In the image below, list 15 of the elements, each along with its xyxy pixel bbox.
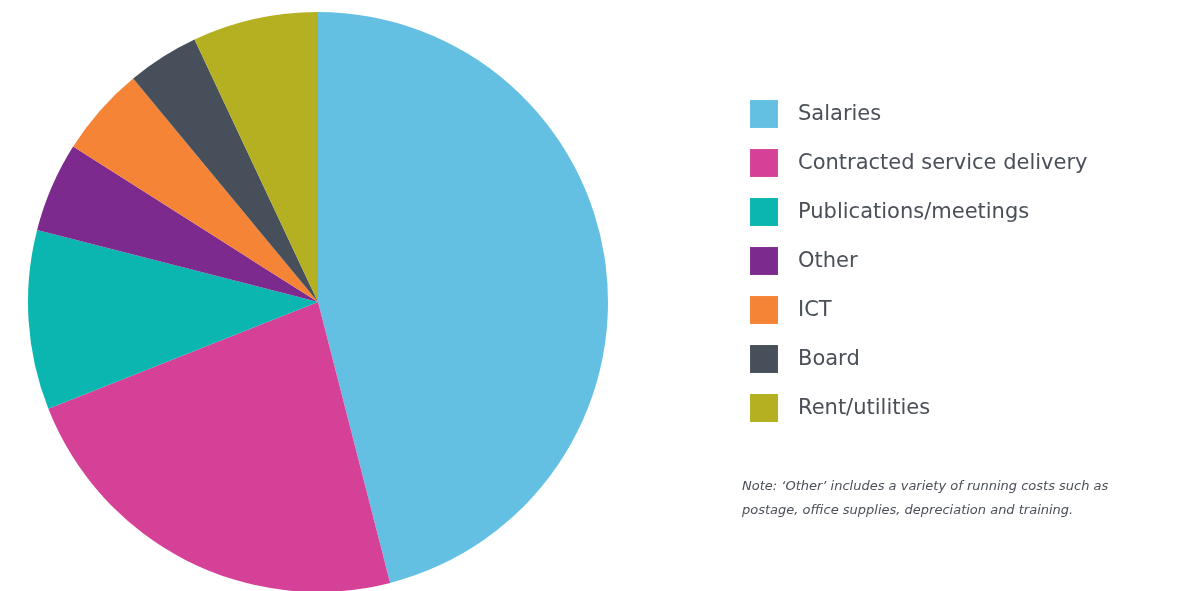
legend-label: Rent/utilities bbox=[798, 395, 931, 419]
pie-slice bbox=[133, 39, 318, 302]
legend-label: Contracted service delivery bbox=[798, 150, 1088, 174]
pie-slice bbox=[37, 146, 318, 302]
pie-slice bbox=[194, 12, 318, 302]
pie-slice bbox=[318, 12, 608, 583]
legend-label: Other bbox=[798, 248, 858, 272]
pie-slice bbox=[73, 78, 318, 302]
legend-label: Publications/meetings bbox=[798, 199, 1030, 223]
text: Note: ‘Other’ includes a variety of running costs such as postage, office supplies, depreciation and training. bbox=[741, 478, 1109, 517]
pie-slice bbox=[28, 229, 318, 409]
pie-slice bbox=[48, 302, 391, 591]
legend-label: Salaries bbox=[798, 101, 882, 125]
legend-label: Board bbox=[798, 346, 860, 370]
legend-label: ICT bbox=[798, 297, 832, 321]
